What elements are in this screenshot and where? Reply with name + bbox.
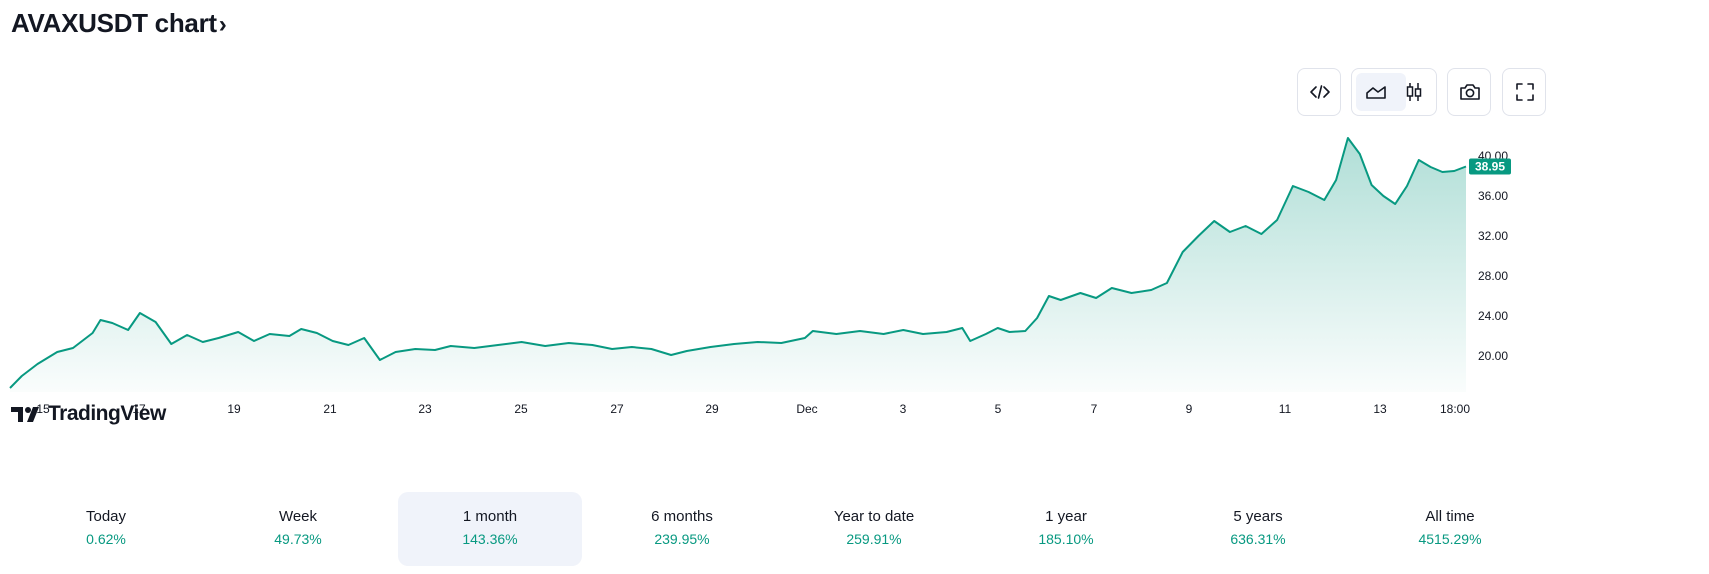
performance-periods: Today 0.62% Week 49.73% 1 month 143.36% 6 mont… [0, 492, 1709, 568]
x-tick-label: 18:00 [1440, 402, 1470, 416]
candlestick-button[interactable] [1390, 69, 1438, 115]
candlestick-icon [1406, 83, 1422, 101]
x-tick-label: Dec [796, 402, 817, 416]
period-label: Year to date [833, 508, 915, 525]
x-tick-label: 21 [323, 402, 337, 416]
x-tick-label: 15 [36, 402, 50, 416]
watermark-text: TradingView [48, 402, 166, 425]
period-label: 1 year [1045, 508, 1087, 525]
x-tick-label: 17 [132, 402, 146, 416]
period-tab-1-month[interactable]: 1 month 143.36% [398, 492, 582, 566]
last-price-label: 38.95 [1469, 158, 1511, 175]
period-label: Week [278, 508, 318, 525]
period-change-value: 259.91% [846, 531, 902, 547]
period-tab-6-months[interactable]: 6 months 239.95% [582, 492, 782, 566]
period-tab-year-to-date[interactable]: Year to date 259.91% [774, 492, 974, 566]
y-tick-label: 36.00 [1478, 189, 1508, 203]
period-change-value: 49.73% [274, 531, 322, 547]
period-label: All time [1425, 508, 1475, 525]
period-change-value: 239.95% [654, 531, 710, 547]
period-label: 1 month [462, 508, 518, 525]
period-tab-5-years[interactable]: 5 years 636.31% [1158, 492, 1358, 566]
price-area-fill [10, 138, 1466, 392]
y-tick-label: 20.00 [1478, 349, 1508, 363]
active-style-highlight [1356, 73, 1406, 111]
fullscreen-button[interactable] [1502, 68, 1546, 116]
x-tick-label: 5 [995, 402, 1002, 416]
embed-code-icon [1296, 69, 1344, 115]
area-chart-button[interactable] [1352, 69, 1400, 115]
period-change-value: 185.10% [1038, 531, 1094, 547]
x-tick-label: 19 [227, 402, 241, 416]
y-tick-label: 32.00 [1478, 229, 1508, 243]
fullscreen-icon [1501, 69, 1549, 115]
period-tab-week[interactable]: Week 49.73% [198, 492, 398, 566]
chart-title-link[interactable]: AVAXUSDT chart› [11, 8, 227, 39]
period-tab-1-year[interactable]: 1 year 185.10% [966, 492, 1166, 566]
y-tick-label: 28.00 [1478, 269, 1508, 283]
period-tab-all-time[interactable]: All time 4515.29% [1350, 492, 1550, 566]
x-tick-label: 3 [900, 402, 907, 416]
snapshot-button[interactable] [1447, 68, 1491, 116]
tradingview-logo-icon [11, 407, 39, 422]
x-tick-label: 7 [1091, 402, 1098, 416]
embed-button[interactable] [1297, 68, 1341, 116]
period-change-value: 143.36% [462, 531, 518, 547]
period-label: 5 years [1233, 508, 1283, 525]
period-change-value: 636.31% [1230, 531, 1286, 547]
period-label: Today [85, 508, 127, 525]
period-change-value: 4515.29% [1418, 531, 1482, 547]
x-tick-label: 13 [1373, 402, 1387, 416]
period-label: 6 months [651, 508, 713, 525]
price-series-line [9, 137, 1467, 389]
camera-icon [1446, 69, 1494, 115]
x-tick-label: 11 [1279, 402, 1292, 416]
x-tick-label: 25 [514, 402, 528, 416]
tradingview-watermark: TradingView [11, 402, 166, 426]
x-tick-label: 29 [705, 402, 719, 416]
x-tick-label: 9 [1186, 402, 1193, 416]
period-tab-today[interactable]: Today 0.62% [6, 492, 206, 566]
chevron-right-icon: › [218, 11, 227, 38]
x-tick-label: 27 [610, 402, 624, 416]
x-tick-label: 23 [418, 402, 432, 416]
chart-style-toggle [1351, 68, 1437, 116]
chart-title: AVAXUSDT chart [11, 8, 217, 38]
area-chart-icon [1366, 86, 1386, 99]
last-price-value: 38.95 [1475, 160, 1505, 174]
y-tick-label: 24.00 [1478, 309, 1508, 323]
period-change-value: 0.62% [86, 531, 126, 547]
